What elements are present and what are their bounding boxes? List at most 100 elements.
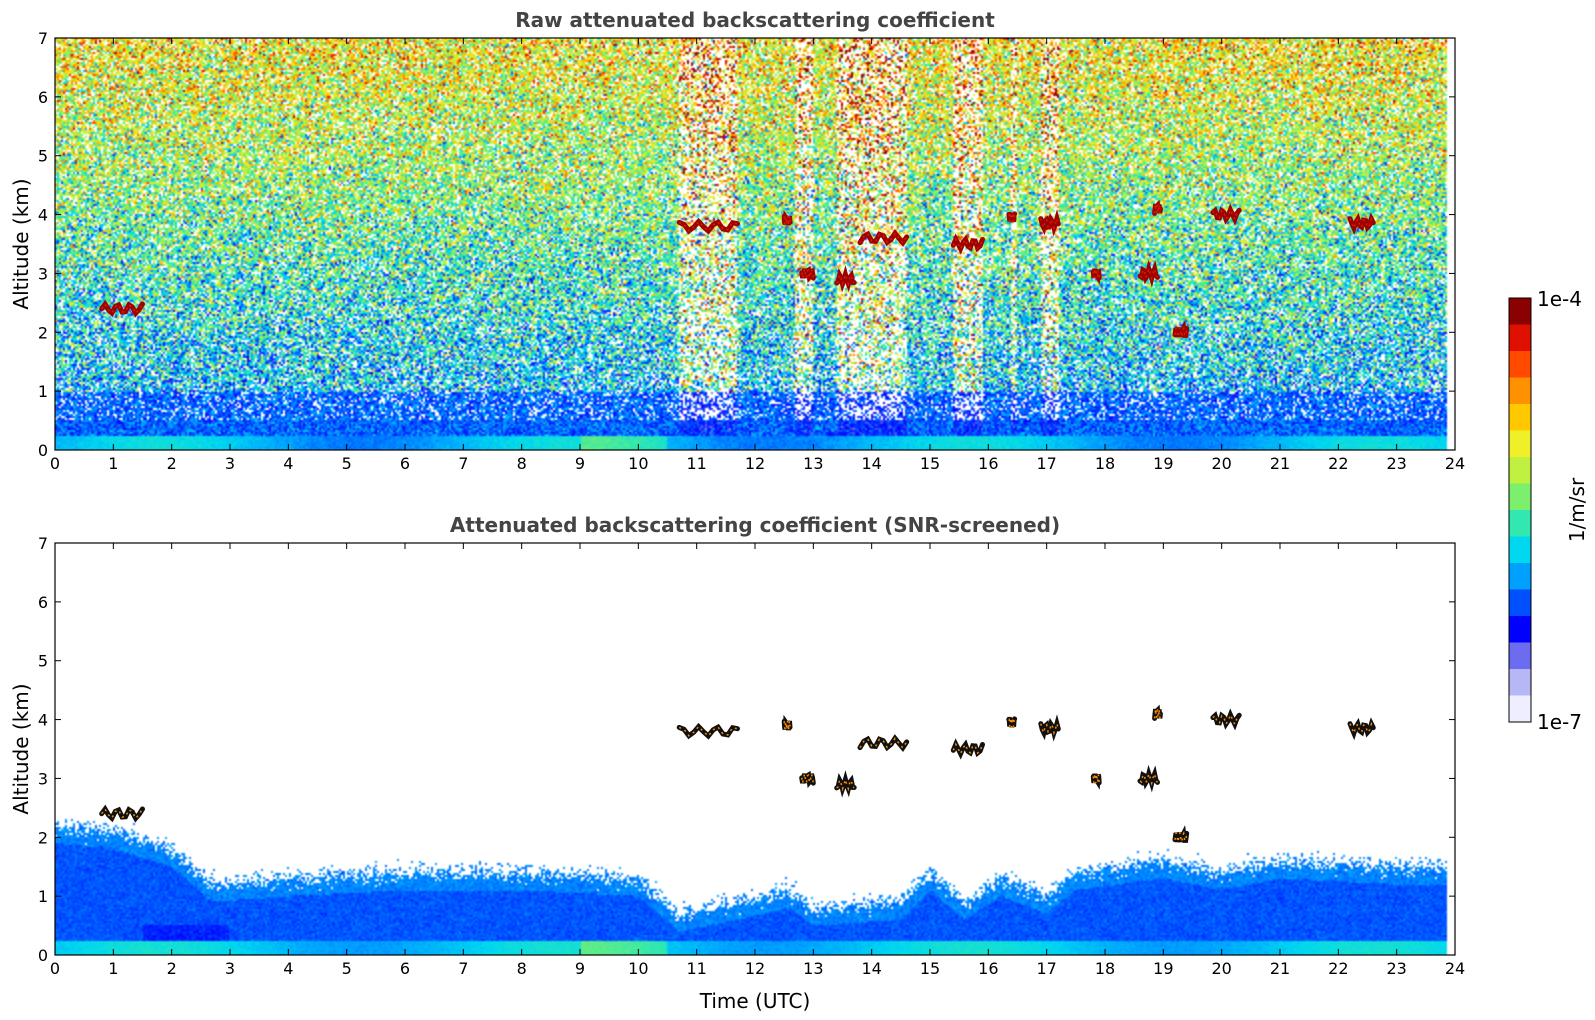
y-tick-label: 3	[38, 264, 48, 283]
x-tick-label: 3	[225, 454, 235, 473]
cloud-layer-10	[1137, 764, 1160, 793]
cloud-layer-highlight-3	[800, 773, 815, 784]
top-panel-title: Raw attenuated backscattering coefficien…	[515, 8, 995, 32]
x-tick-label: 17	[1036, 454, 1056, 473]
x-tick-label: 7	[458, 959, 468, 978]
y-tick-label: 1	[38, 887, 48, 906]
cloud-layer-highlight-0	[101, 807, 144, 820]
x-tick-label: 17	[1036, 959, 1056, 978]
y-tick-label: 2	[38, 828, 48, 847]
x-tick-label: 15	[920, 959, 940, 978]
x-tick-label: 7	[458, 454, 468, 473]
cloud-layer-highlight-11	[1153, 203, 1162, 214]
x-tick-label: 18	[1095, 959, 1115, 978]
y-tick-label: 6	[38, 88, 48, 107]
x-tick-label: 12	[745, 454, 765, 473]
x-tick-label: 12	[745, 959, 765, 978]
cloud-layer-highlight-9	[1092, 773, 1100, 785]
y-tick-label: 3	[38, 769, 48, 788]
x-tick-label: 23	[1386, 454, 1406, 473]
cloud-layer-highlight-2	[783, 214, 791, 226]
cloud-layer-10	[1137, 259, 1160, 288]
x-tick-label: 11	[686, 959, 706, 978]
x-tick-label: 22	[1328, 959, 1348, 978]
bottom-panel-y-axis-label: Altitude (km)	[9, 683, 33, 814]
x-tick-label: 18	[1095, 454, 1115, 473]
cloud-layer-highlight-0	[101, 302, 144, 315]
x-tick-label: 2	[167, 454, 177, 473]
x-tick-label: 2	[167, 959, 177, 978]
x-tick-label: 5	[342, 454, 352, 473]
y-tick-label: 5	[38, 652, 48, 671]
x-tick-label: 5	[342, 959, 352, 978]
x-tick-label: 8	[517, 454, 527, 473]
bottom-panel-x-ticks: 0 1 2 3 4 5 6 7 8 9 10 11 12 13 14 15 16 17 18 19 20 21 22 23 24	[50, 543, 1465, 978]
cloud-layer-4	[834, 770, 857, 798]
cloud-layer-8	[1038, 714, 1061, 742]
y-tick-label: 0	[38, 441, 48, 460]
y-tick-label: 5	[38, 147, 48, 166]
x-tick-label: 13	[803, 959, 823, 978]
bottom-panel-x-axis-label: Time (UTC)	[699, 989, 811, 1013]
y-tick-label: 7	[38, 534, 48, 553]
y-tick-label: 4	[38, 206, 48, 225]
x-tick-label: 21	[1270, 959, 1290, 978]
y-tick-label: 6	[38, 593, 48, 612]
top-panel-y-ticks: 0 1 2 3 4 5 6 7	[38, 29, 1455, 460]
cloud-layer-highlight-7	[1008, 717, 1016, 728]
x-tick-label: 23	[1386, 959, 1406, 978]
x-tick-label: 14	[861, 454, 881, 473]
x-tick-label: 22	[1328, 454, 1348, 473]
x-tick-label: 9	[575, 959, 585, 978]
cloud-layer-highlight-2	[783, 719, 791, 731]
x-tick-label: 20	[1211, 454, 1231, 473]
cloud-layer-8	[1038, 209, 1061, 237]
x-tick-label: 24	[1445, 454, 1465, 473]
x-tick-label: 19	[1153, 454, 1173, 473]
x-tick-label: 20	[1211, 959, 1231, 978]
bottom-panel-cloud-marks	[99, 704, 1376, 843]
cloud-layer-highlight-12	[1174, 325, 1188, 338]
y-tick-label: 2	[38, 323, 48, 342]
cloud-layer-highlight-6	[952, 237, 984, 251]
bottom-panel-heatmap	[55, 543, 1455, 955]
x-tick-label: 6	[400, 454, 410, 473]
x-tick-label: 13	[803, 454, 823, 473]
y-tick-label: 7	[38, 29, 48, 48]
cloud-layer-highlight-6	[952, 742, 984, 756]
x-tick-label: 15	[920, 454, 940, 473]
x-tick-label: 10	[628, 454, 648, 473]
x-tick-label: 0	[50, 959, 60, 978]
colorbar-min-label: 1e-7	[1537, 710, 1582, 734]
x-tick-label: 14	[861, 959, 881, 978]
x-tick-label: 0	[50, 454, 60, 473]
x-tick-label: 6	[400, 959, 410, 978]
top-panel-y-axis-label: Altitude (km)	[9, 178, 33, 309]
bottom-panel-title: Attenuated backscattering coefficient (S…	[450, 513, 1060, 537]
cloud-layer-highlight-1	[678, 725, 738, 738]
bottom-panel-y-ticks: 0 1 2 3 4 5 6 7	[38, 534, 1455, 965]
cloud-layer-highlight-12	[1174, 830, 1188, 843]
cloud-layer-highlight-5	[859, 737, 908, 750]
x-tick-label: 8	[517, 959, 527, 978]
cloud-layer-highlight-1	[678, 220, 738, 233]
x-tick-label: 9	[575, 454, 585, 473]
cloud-layer-highlight-14	[1349, 216, 1374, 231]
x-tick-label: 4	[283, 454, 293, 473]
cloud-layer-highlight-7	[1008, 212, 1016, 223]
x-tick-label: 21	[1270, 454, 1290, 473]
x-tick-label: 16	[978, 454, 998, 473]
top-panel-heatmap	[55, 38, 1455, 450]
colorbar: 1e-4 1e-7 1/m/sr	[1508, 287, 1589, 734]
cloud-layer-13	[1210, 708, 1242, 731]
x-tick-label: 10	[628, 959, 648, 978]
colorbar-unit-label: 1/m/sr	[1565, 477, 1589, 542]
top-panel-cloud-marks	[99, 199, 1376, 338]
cloud-layer-highlight-11	[1153, 708, 1162, 719]
x-tick-label: 1	[108, 959, 118, 978]
cloud-layer-highlight-14	[1349, 721, 1374, 736]
cloud-layer-highlight-3	[800, 268, 815, 279]
cloud-layer-highlight-9	[1092, 268, 1100, 280]
colorbar-max-label: 1e-4	[1537, 287, 1582, 311]
